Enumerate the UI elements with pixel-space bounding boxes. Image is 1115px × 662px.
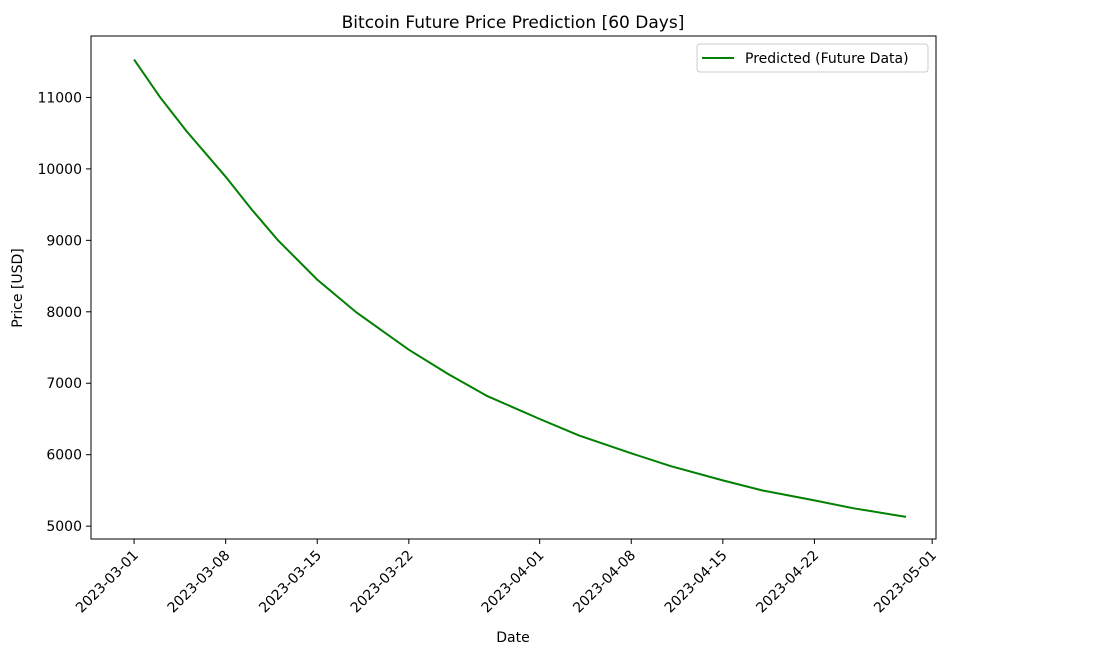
x-tick-label: 2023-03-01 xyxy=(73,548,142,617)
x-axis: 2023-03-01 2023-03-08 2023-03-15 2023-03-22… xyxy=(73,539,940,616)
legend: Predicted (Future Data) xyxy=(696,43,929,73)
y-tick-label: 9000 xyxy=(46,233,82,249)
chart-title: Bitcoin Future Price Prediction [60 Days… xyxy=(342,13,685,33)
x-tick-label: 2023-04-15 xyxy=(662,548,731,617)
x-tick-label: 2023-04-22 xyxy=(753,548,822,617)
y-tick-label: 5000 xyxy=(46,519,82,535)
y-axis-label: Price [USD] xyxy=(10,248,26,327)
x-tick-label: 2023-03-08 xyxy=(165,548,234,617)
legend-entry-label: Predicted (Future Data) xyxy=(745,51,909,67)
x-tick-label: 2023-03-15 xyxy=(256,548,325,617)
y-tick-label: 6000 xyxy=(46,448,82,464)
plot-area-frame xyxy=(90,35,937,540)
y-axis: 5000 6000 7000 8000 9000 10000 11000 xyxy=(37,90,91,535)
x-tick-label: 2023-04-08 xyxy=(570,548,639,617)
legend-box xyxy=(696,43,929,73)
x-axis-label: Date xyxy=(496,630,529,646)
y-tick-label: 11000 xyxy=(37,90,82,106)
x-tick-label: 2023-05-01 xyxy=(871,548,940,617)
y-tick-label: 10000 xyxy=(37,162,82,178)
series-line-predicted xyxy=(133,59,907,518)
y-tick-label: 8000 xyxy=(46,305,82,321)
y-tick-label: 7000 xyxy=(46,376,82,392)
x-tick-label: 2023-04-01 xyxy=(479,548,548,617)
x-tick-label: 2023-03-22 xyxy=(348,548,417,617)
